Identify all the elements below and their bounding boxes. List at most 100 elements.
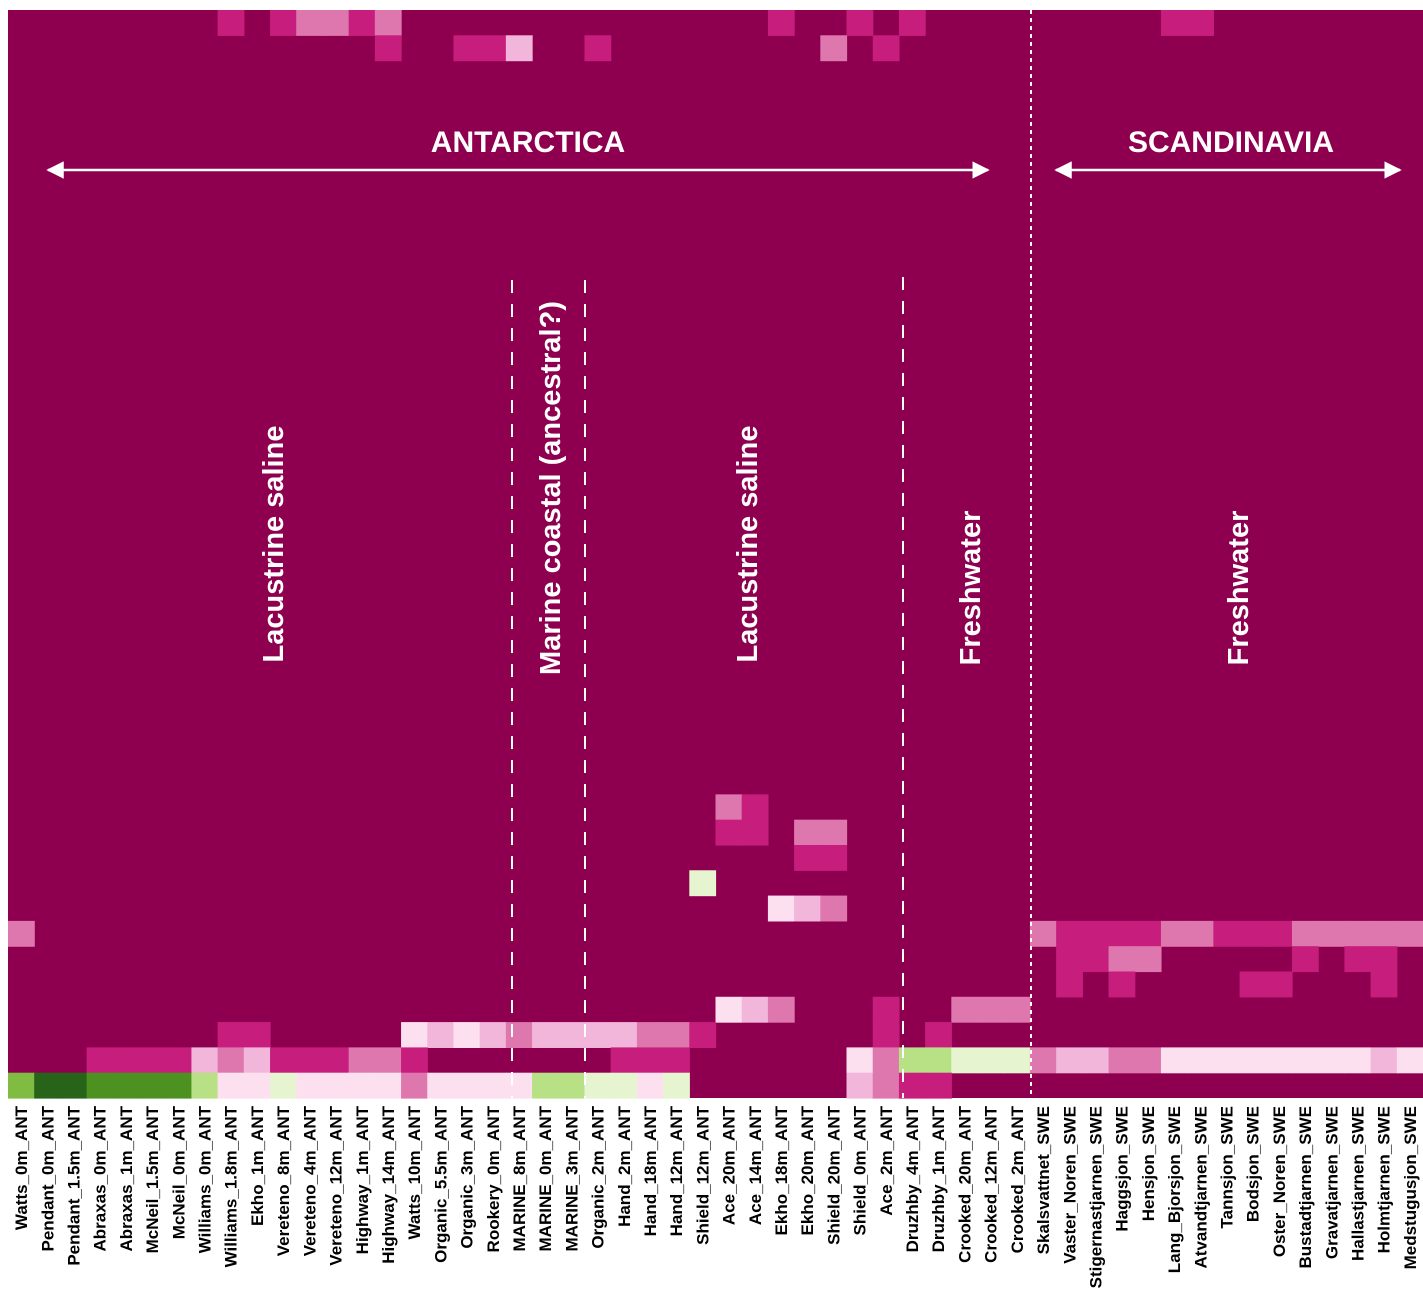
heatmap-cell [610, 1047, 638, 1074]
heatmap-cell [794, 819, 821, 846]
heatmap-cell [191, 1047, 219, 1074]
heatmap-cell [820, 895, 848, 922]
heatmap-cell [1056, 1047, 1083, 1074]
x-tick-labels: Watts_0m_ANT Pendant_0m_ANT Pendant_1.5m_A… [12, 1105, 1420, 1288]
heatmap-cell [532, 1072, 559, 1099]
x-tick-label: Haggsjon_SWE [1113, 1106, 1132, 1232]
x-tick-label: Watts_10m_ANT [405, 1105, 424, 1239]
x-tick-label: Shield_0m_ANT [851, 1105, 870, 1235]
x-tick-label: Organic_3m_ANT [458, 1105, 477, 1248]
heatmap-cell [374, 1047, 402, 1074]
heatmap-cell [34, 1072, 61, 1099]
heatmap-cell [374, 10, 402, 36]
heatmap-cell [1370, 946, 1398, 973]
heatmap-cell [270, 1047, 297, 1074]
heatmap-cells [8, 10, 1423, 1099]
heatmap-cell [951, 1047, 979, 1074]
heatmap-cell [112, 1047, 140, 1074]
x-tick-label: Ace_14m_ANT [746, 1105, 765, 1225]
heatmap-cell [217, 1022, 245, 1048]
x-tick-label: Abraxas_1m_ANT [117, 1105, 136, 1251]
x-tick-label: MARINE_0m_ANT [536, 1105, 555, 1251]
heatmap-cell [636, 1072, 664, 1099]
heatmap-cell [453, 35, 481, 62]
heatmap-cell [1239, 920, 1267, 947]
heatmap-cell [584, 1022, 612, 1048]
heatmap-cell [427, 1072, 455, 1099]
x-tick-label: Ace_20m_ANT [720, 1105, 739, 1225]
heatmap-cell [846, 10, 874, 36]
heatmap-cell [794, 895, 821, 922]
heatmap-cell [1344, 1047, 1372, 1074]
heatmap-cell [767, 10, 795, 36]
x-tick-label: Vaster_Noren_SWE [1060, 1106, 1079, 1264]
heatmap-cell [925, 1022, 952, 1048]
heatmap-cell [741, 996, 769, 1023]
heatmap-cell [296, 1072, 324, 1099]
heatmap-cell [270, 10, 297, 36]
heatmap-cell [139, 1047, 166, 1074]
heatmap-cell [479, 1072, 507, 1099]
x-tick-label: Vereteno_4m_ANT [300, 1105, 319, 1256]
heatmap-cell [1318, 920, 1345, 947]
x-tick-label: Hand_2m_ANT [615, 1105, 634, 1227]
heatmap-cell [1134, 920, 1162, 947]
x-tick-label: Crooked_2m_ANT [1008, 1105, 1027, 1253]
x-tick-label: Pendant_1.5m_ANT [65, 1105, 84, 1265]
heatmap-cell [505, 35, 533, 62]
heatmap-cell [1108, 1047, 1136, 1074]
x-tick-label: Vereteno_12m_ANT [327, 1105, 346, 1265]
heatmap-cell [191, 1072, 219, 1099]
x-tick-label: McNeil_1.5m_ANT [143, 1105, 162, 1253]
heatmap-cell [348, 10, 376, 36]
heatmap-cell [322, 1072, 350, 1099]
x-tick-label: Vereteno_8m_ANT [274, 1105, 293, 1256]
heatmap-cell [401, 1022, 428, 1048]
heatmap-cell [401, 1047, 428, 1074]
heatmap-cell [505, 1072, 533, 1099]
x-tick-label: Druzhby_4m_ANT [903, 1105, 922, 1252]
heatmap-cell [479, 35, 507, 62]
heatmap-cell [663, 1072, 690, 1099]
group-label-freshwater-scandinavia: Freshwater [1223, 511, 1255, 666]
heatmap-cell [1239, 1047, 1267, 1074]
heatmap-cell [872, 1022, 900, 1048]
heatmap-cell [1187, 1047, 1214, 1074]
x-tick-label: Hand_18m_ANT [641, 1105, 660, 1236]
heatmap-cell [243, 1047, 271, 1074]
region-label-antarctica: ANTARCTICA [431, 126, 625, 159]
heatmap-cell [86, 1047, 114, 1074]
x-tick-label: Crooked_20m_ANT [955, 1105, 974, 1262]
heatmap-cell [296, 1047, 324, 1074]
heatmap-cell [872, 35, 900, 62]
x-tick-label: Highway_14m_ANT [379, 1105, 398, 1263]
heatmap-cell [1265, 1047, 1293, 1074]
heatmap-cell [741, 819, 769, 846]
heatmap-cell [243, 1072, 271, 1099]
heatmap-cell [217, 1047, 245, 1074]
heatmap-cell [1396, 920, 1423, 947]
heatmap-cell [689, 1022, 717, 1048]
x-tick-label: Stigernastjarnen_SWE [1086, 1106, 1105, 1288]
heatmap-cell [1291, 946, 1319, 973]
x-tick-label: Williams_0m_ANT [196, 1105, 215, 1253]
x-tick-label: MARINE_3m_ANT [562, 1105, 581, 1251]
x-tick-label: Crooked_12m_ANT [982, 1105, 1001, 1262]
heatmap-cell [1160, 920, 1188, 947]
heatmap-cell [8, 1072, 35, 1099]
heatmap-cell [1291, 1047, 1319, 1074]
heatmap-cell [1370, 1047, 1398, 1074]
heatmap-cell [610, 1072, 638, 1099]
x-tick-label: Shield_12m_ANT [693, 1105, 712, 1244]
heatmap-cell [663, 1047, 690, 1074]
heatmap-cell [1370, 971, 1398, 998]
x-tick-label: Skalsvattnet_SWE [1034, 1106, 1053, 1254]
heatmap-cell [1108, 971, 1136, 998]
x-tick-label: Holmtjarnen_SWE [1375, 1106, 1394, 1253]
heatmap-cell [872, 1047, 900, 1074]
x-tick-label: Gravatjarnen_SWE [1322, 1106, 1341, 1259]
heatmap-cell [270, 1072, 297, 1099]
x-tick-label: Hensjon_SWE [1139, 1106, 1158, 1221]
